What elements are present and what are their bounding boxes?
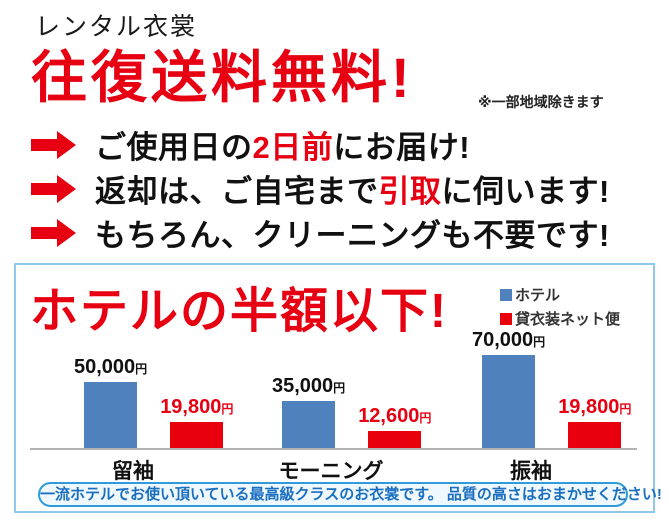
bar-group-tomesode: 50,000円 19,800円: [74, 356, 233, 448]
unit-suffix: 円: [619, 402, 632, 416]
bar-value-label: 70,000円: [472, 329, 546, 351]
bar-rental-furisode: [568, 422, 622, 448]
unit-suffix: 円: [333, 381, 346, 395]
bullet-delivery: ご使用日の2日前にお届け!: [30, 122, 470, 167]
brand-label: レンタル衣裳: [35, 13, 198, 41]
bar-hotel-furisode: [482, 355, 536, 448]
unit-suffix: 円: [221, 402, 234, 416]
bar-col-rental: 19,800円: [160, 396, 233, 448]
bullet-no-cleaning: もちろん、クリーニングも不要です!: [30, 210, 610, 255]
chart-legend: ホテル 貸衣装ネット便: [500, 284, 620, 329]
bar-col-hotel: 50,000円: [74, 356, 147, 448]
quality-note-banner: 一流ホテルでお使い頂いている最高級クラスのお衣裳です。 品質の高さはおまかせくだ…: [38, 482, 662, 507]
bar-value-label: 19,800円: [160, 396, 234, 418]
bar-value-label: 19,800円: [558, 396, 632, 418]
category-label-tomesode: 留袖: [112, 460, 154, 483]
bar-rental-tomesode: [170, 422, 224, 448]
bullet-return-pickup-text: 返却は、ご自宅まで引取に伺います!: [95, 174, 610, 209]
category-label-morning: モーニング: [278, 460, 384, 483]
legend-label-hotel: ホテル: [515, 287, 561, 304]
bullet-delivery-text: ご使用日の2日前にお届け!: [95, 130, 471, 165]
legend-item-rental-net: 貸衣装ネット便: [500, 308, 620, 329]
bar-hotel-tomesode: [84, 382, 138, 448]
unit-suffix: 円: [135, 362, 148, 376]
right-arrow-icon: [30, 130, 77, 159]
bullet-return-pickup: 返却は、ご自宅まで引取に伺います!: [30, 166, 610, 211]
legend-swatch-rental-net: [500, 312, 512, 325]
bar-col-hotel: 70,000円: [472, 329, 545, 448]
legend-item-hotel: ホテル: [500, 284, 620, 305]
bar-value-label: 35,000円: [272, 375, 346, 397]
bar-group-furisode: 70,000円 19,800円: [472, 329, 631, 448]
price-comparison-panel: ホテルの半額以下! ホテル 貸衣装ネット便 50,000円 19,800円: [14, 263, 662, 513]
right-arrow-icon: [30, 218, 77, 247]
x-axis-line: [30, 448, 637, 450]
bar-hotel-morning: [282, 401, 336, 448]
bar-col-hotel: 35,000円: [272, 375, 345, 448]
free-shipping-headline: 往復送料無料!: [31, 46, 414, 109]
bar-group-morning: 35,000円 12,600円: [272, 375, 431, 448]
unit-suffix: 円: [419, 411, 432, 425]
bar-value-label: 50,000円: [74, 356, 148, 378]
unit-suffix: 円: [533, 335, 546, 349]
legend-label-rental-net: 貸衣装ネット便: [515, 311, 621, 328]
legend-swatch-hotel: [500, 288, 512, 301]
bullet-no-cleaning-text: もちろん、クリーニングも不要です!: [95, 218, 610, 253]
bar-value-label: 12,600円: [358, 405, 432, 427]
bar-col-rental: 12,600円: [358, 405, 431, 448]
bar-rental-morning: [368, 431, 422, 448]
right-arrow-icon: [30, 174, 77, 203]
bar-col-rental: 19,800円: [558, 396, 631, 448]
region-exclusion-note: ※一部地域除きます: [478, 94, 604, 110]
category-label-furisode: 振袖: [510, 460, 552, 483]
chart-title: ホテルの半額以下!: [30, 285, 448, 338]
